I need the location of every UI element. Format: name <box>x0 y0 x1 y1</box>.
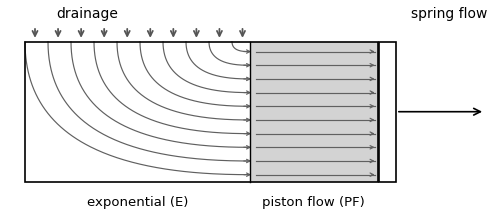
Bar <box>25 42 250 182</box>
Text: spring flow: spring flow <box>411 7 488 21</box>
Text: piston flow (PF): piston flow (PF) <box>262 196 365 209</box>
Text: drainage: drainage <box>56 7 118 21</box>
Bar <box>379 42 396 182</box>
Bar <box>25 42 378 182</box>
Bar <box>250 42 378 182</box>
Text: exponential (E): exponential (E) <box>87 196 188 209</box>
